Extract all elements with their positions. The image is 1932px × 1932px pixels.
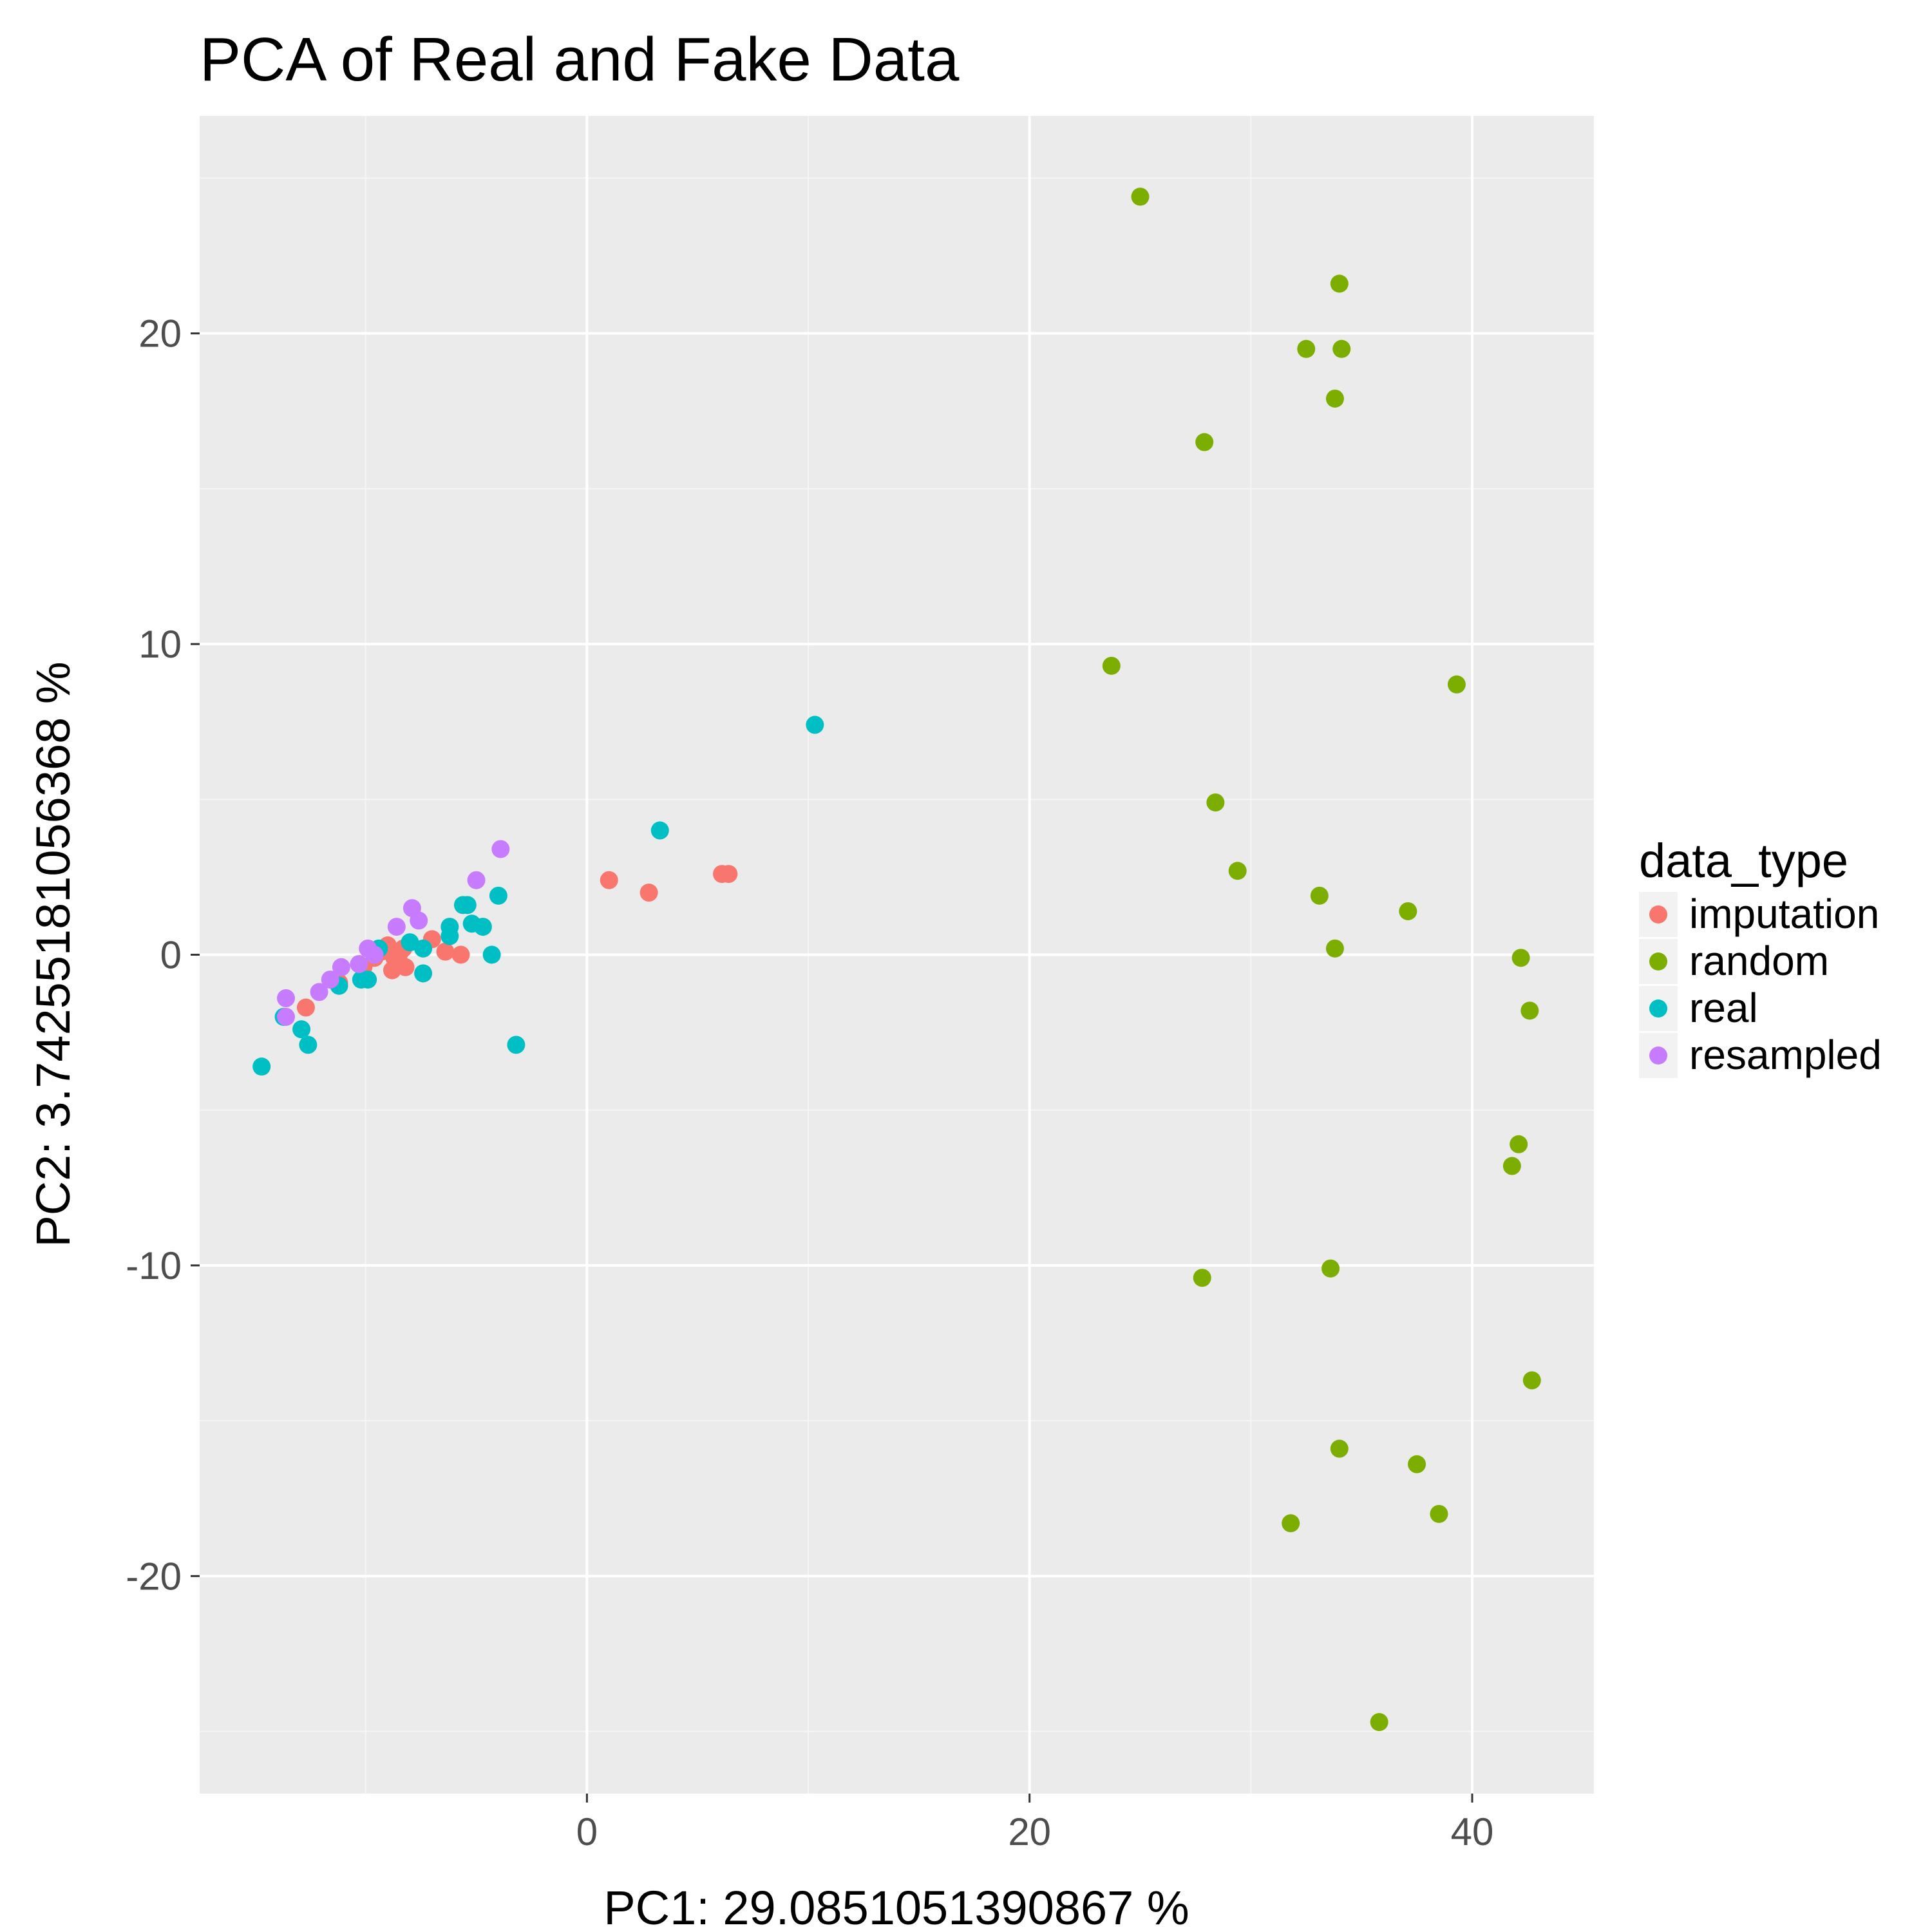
y-tick-label: -10 — [126, 1244, 182, 1287]
point-random — [1193, 1269, 1211, 1287]
point-random — [1370, 1713, 1388, 1732]
point-real — [292, 1020, 311, 1039]
legend-label-real: real — [1689, 985, 1758, 1031]
point-real — [252, 1057, 271, 1076]
point-random — [1522, 1371, 1541, 1390]
point-resampled — [321, 971, 339, 989]
point-real — [489, 886, 507, 905]
point-random — [1297, 339, 1316, 358]
legend-marker-resampled — [1649, 1046, 1667, 1065]
point-imputation — [296, 998, 315, 1017]
x-tick-label: 0 — [576, 1810, 598, 1853]
point-imputation — [436, 942, 455, 961]
point-resampled — [277, 1007, 296, 1026]
point-resampled — [491, 840, 510, 858]
y-tick-label: 10 — [138, 623, 182, 666]
point-random — [1330, 1439, 1349, 1458]
legend-marker-imputation — [1649, 905, 1667, 923]
point-random — [1332, 339, 1351, 358]
point-random — [1325, 939, 1344, 958]
x-axis-title: PC1: 29.0851051390867 % — [603, 1881, 1189, 1932]
point-imputation — [451, 945, 470, 964]
point-random — [1502, 1157, 1521, 1175]
y-tick-label: 20 — [138, 312, 182, 355]
point-random — [1206, 793, 1225, 812]
point-random — [1520, 1001, 1539, 1020]
y-axis-title: PC2: 3.74255181056368 % — [26, 661, 80, 1247]
point-resampled — [365, 945, 384, 964]
y-tick-label: -20 — [126, 1555, 182, 1598]
point-random — [1399, 902, 1417, 920]
data-points — [252, 187, 1541, 1732]
point-random — [1447, 675, 1466, 694]
point-random — [1195, 433, 1214, 451]
y-tick-label: 0 — [160, 934, 182, 977]
point-resampled — [332, 958, 350, 976]
point-real — [507, 1036, 526, 1054]
x-tick-label: 40 — [1451, 1810, 1494, 1853]
point-random — [1325, 389, 1344, 408]
point-random — [1430, 1504, 1448, 1523]
point-resampled — [277, 989, 296, 1008]
chart-title: PCA of Real and Fake Data — [200, 25, 960, 94]
point-random — [1310, 886, 1329, 905]
point-random — [1511, 949, 1530, 967]
point-imputation — [600, 871, 618, 889]
point-random — [1282, 1514, 1300, 1533]
point-real — [299, 1036, 317, 1054]
point-random — [1228, 862, 1247, 880]
point-real — [414, 939, 433, 958]
point-real — [482, 945, 501, 964]
point-imputation — [639, 884, 658, 902]
legend-label-random: random — [1689, 938, 1829, 984]
point-random — [1102, 656, 1121, 675]
point-random — [1321, 1259, 1340, 1278]
point-random — [1408, 1455, 1426, 1473]
point-imputation — [719, 865, 738, 884]
legend-label-resampled: resampled — [1689, 1032, 1882, 1078]
legend-label-imputation: imputation — [1689, 891, 1879, 937]
point-imputation — [396, 958, 415, 976]
point-random — [1330, 274, 1349, 293]
legend-marker-real — [1649, 999, 1667, 1018]
point-resampled — [310, 983, 328, 1001]
point-real — [473, 918, 492, 936]
axis-ticks: 0 20 40 -20 -10 0 10 20 — [126, 312, 1493, 1853]
point-random — [1131, 187, 1150, 206]
point-random — [1510, 1135, 1528, 1153]
major-gridlines — [200, 116, 1594, 1794]
point-resampled — [467, 871, 486, 889]
point-real — [440, 927, 459, 945]
legend-marker-random — [1649, 952, 1667, 971]
point-resampled — [350, 954, 368, 973]
point-real — [359, 971, 377, 989]
x-tick-label: 20 — [1008, 1810, 1051, 1853]
legend-title: data_type — [1639, 834, 1848, 887]
point-real — [806, 715, 824, 734]
point-resampled — [410, 911, 428, 930]
point-real — [458, 896, 477, 914]
point-real — [414, 964, 433, 983]
point-real — [650, 821, 669, 840]
point-resampled — [387, 918, 406, 936]
